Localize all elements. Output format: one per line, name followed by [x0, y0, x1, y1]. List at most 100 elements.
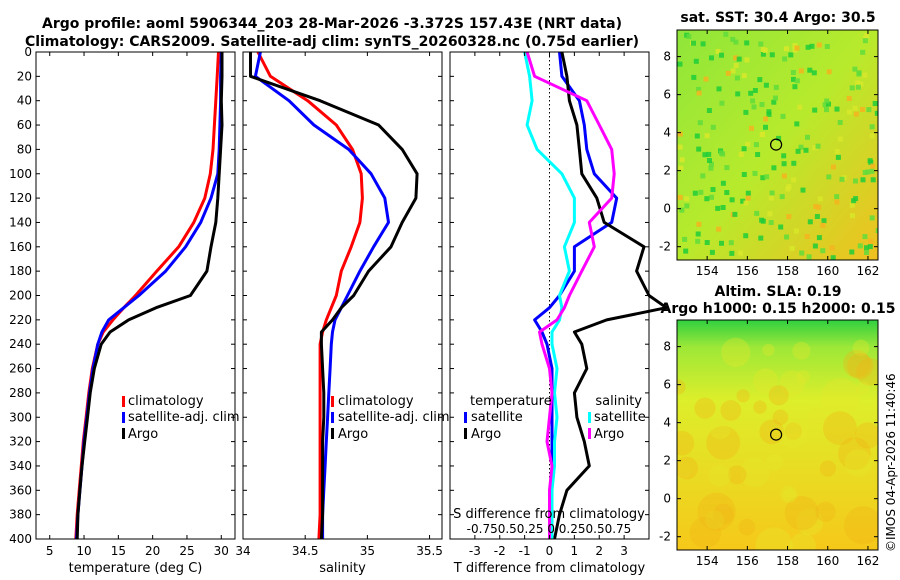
sst-cell [782, 56, 788, 62]
sst-cell [757, 77, 763, 83]
sla-blob [854, 422, 878, 449]
sla-blob [796, 370, 810, 384]
sla-blob [844, 506, 878, 545]
sst-cell [850, 213, 855, 219]
sst-cell [732, 211, 738, 217]
sst-cell [724, 190, 730, 195]
sst-cell [822, 102, 828, 108]
difference-panel: -3 -2 -1 0 1 2 3 T difference from climatology [449, 51, 668, 576]
sla-blob [736, 389, 750, 403]
diff-legend-swatch-sal-satellite [588, 412, 591, 423]
salinity-series-0-line [256, 51, 364, 540]
sst-cell [797, 104, 803, 110]
sst-cell [758, 41, 764, 47]
temperature-ytick-label: 280 [9, 386, 32, 400]
sst-cell [760, 47, 766, 52]
sst-cell [834, 194, 840, 200]
temperature-legend-satellite: satellite-adj. clim [128, 410, 240, 425]
sst-cell [869, 124, 875, 130]
sst-cell [846, 96, 852, 101]
sst-cell [724, 165, 730, 171]
sla-map-title-1: Altim. SLA: 0.19 [714, 284, 841, 300]
sla-blob [766, 453, 783, 471]
sst-cell [860, 49, 866, 55]
temperature-ytick-label: 400 [9, 532, 32, 546]
sst-cell [698, 189, 704, 195]
sst-cell [684, 203, 690, 209]
sst-cell [695, 238, 701, 244]
sla-blob [768, 385, 789, 406]
sst-cell [760, 51, 766, 57]
sst-cell [696, 146, 702, 152]
sst-cell [867, 158, 873, 164]
sst-cell [824, 44, 830, 49]
difference-xtick-label: -1 [519, 544, 531, 558]
sst_map-ytick-label: 8 [663, 50, 671, 64]
sst-cell [755, 152, 761, 157]
sst-cell [855, 80, 861, 86]
sst-cell [791, 160, 797, 166]
sst-cell [679, 207, 685, 213]
sla-blob [784, 495, 819, 531]
temperature-ytick-label: 160 [9, 240, 32, 254]
sst-cell [812, 145, 818, 151]
temperature-series-2-line [75, 52, 224, 540]
sst-cell [860, 107, 865, 112]
sst-cell [807, 219, 813, 225]
temperature-xtick-label: 20 [145, 544, 160, 558]
sst-cell [824, 107, 829, 113]
sst-cell [677, 144, 683, 150]
sla-blob [843, 349, 871, 378]
sst-cell [735, 91, 741, 97]
sst-cell [804, 234, 810, 239]
imos-credit: ©IMOS 04-Apr-2026 11:40:46 [884, 373, 898, 552]
salinity-legend-climatology: climatology [338, 394, 414, 409]
sst-cell [753, 142, 759, 148]
sst-cell [855, 84, 861, 90]
difference-xtick-label: 1 [571, 544, 579, 558]
salinity-xtick-label: 34 [235, 544, 250, 558]
title-line-2: Climatology: CARS2009. Satellite-adj cli… [25, 34, 639, 50]
sst-cell [870, 163, 876, 169]
diff-legend-temp-argo: Argo [471, 427, 501, 442]
sst-cell [813, 204, 819, 209]
diff-legend-swatch-temp-argo [464, 428, 467, 439]
sst-cell [733, 55, 739, 61]
sla_map-ytick-label: -2 [659, 530, 671, 544]
sst-cell [709, 249, 715, 255]
sst-cell [851, 198, 857, 204]
sst-cell [789, 245, 795, 251]
sst-cell [696, 86, 702, 92]
sst-cell [677, 131, 683, 137]
sst-cell [715, 48, 721, 54]
sst-cell [745, 141, 751, 147]
sst-cell [826, 69, 832, 75]
sst-cell [677, 194, 683, 200]
sst-cell [730, 36, 736, 42]
temperature-ytick-label: 380 [9, 508, 32, 522]
sst_map-ytick-label: -2 [659, 240, 671, 254]
sst-map-axes: 154 156 158 160 162 -2 0 2 4 6 8 [659, 29, 879, 278]
sst-map-title: sat. SST: 30.4 Argo: 30.5 [680, 10, 875, 26]
sst-cell [821, 218, 827, 224]
sst-cell [798, 68, 804, 74]
sst-cell [750, 98, 756, 104]
temperature-ytick-label: 340 [9, 459, 32, 473]
sst-cell [696, 221, 702, 227]
sst-cell [679, 157, 685, 163]
sst-cell [812, 107, 818, 113]
sst-cell [741, 146, 747, 152]
sla-blob [713, 503, 734, 525]
sst-cell [852, 105, 858, 111]
temperature-xtick-label: 10 [76, 544, 91, 558]
sst-cell [800, 187, 806, 193]
sla-blob [697, 492, 736, 531]
sst-cell [862, 38, 868, 44]
sst-cell [715, 205, 721, 211]
sst-cell [795, 148, 801, 154]
sst-cell [733, 63, 739, 68]
sla-blob [792, 341, 811, 360]
sst-cell [837, 120, 843, 125]
sst-cell [816, 204, 822, 210]
sst-cell [839, 176, 845, 182]
